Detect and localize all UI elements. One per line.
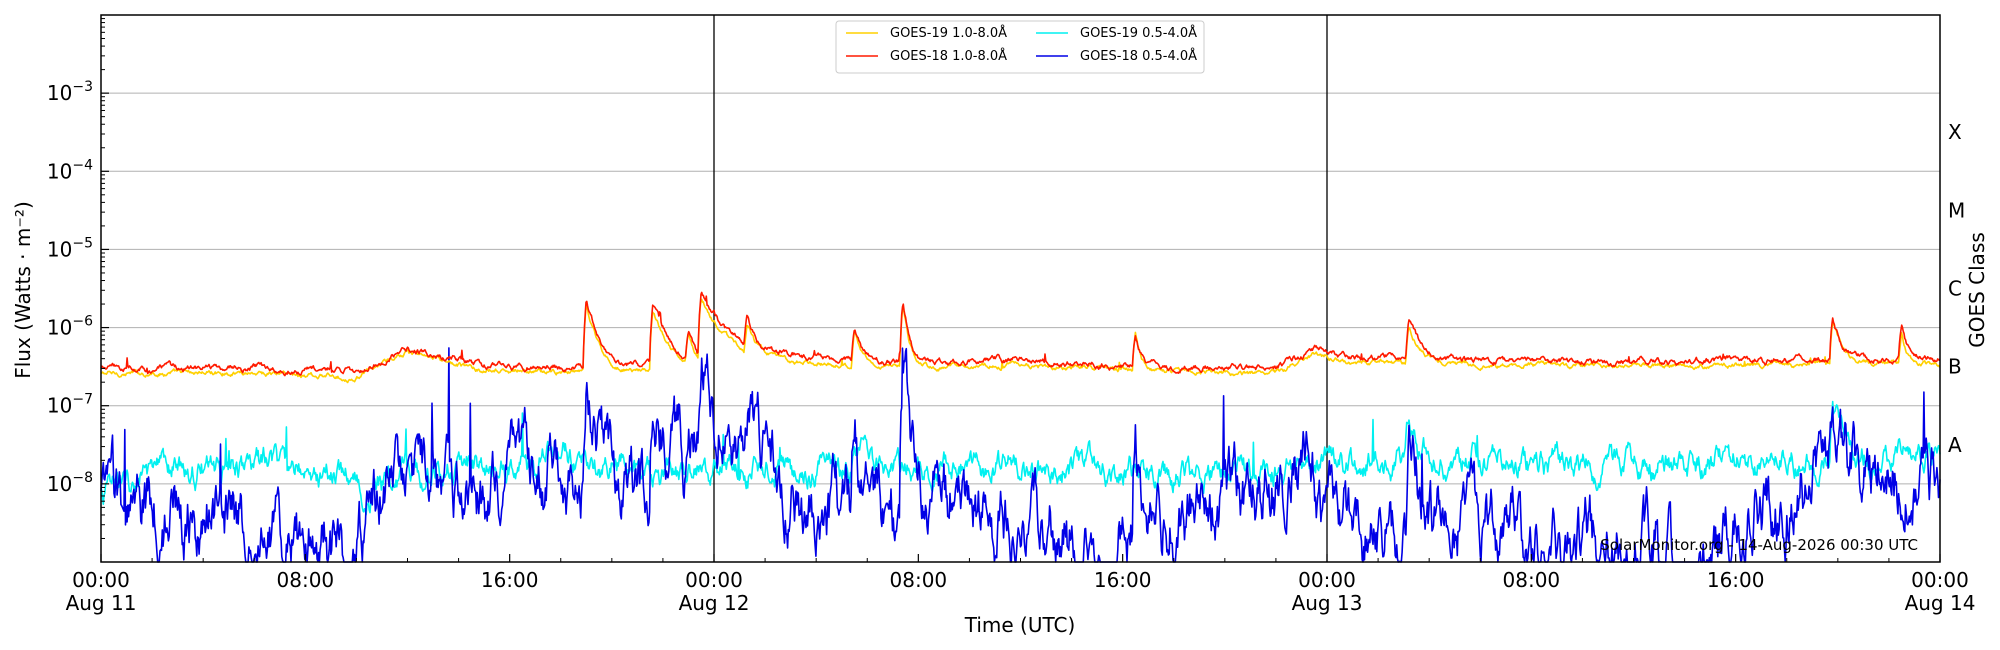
legend-label: GOES-18 1.0-8.0Å [890,48,1007,64]
grid-lines [101,92,1940,485]
y-axis-ticks: 10−8 10−7 10−6 10−5 10−4 10−3 [47,18,109,539]
legend: GOES-19 1.0-8.0Å GOES-18 1.0-8.0Å GOES-19 … [835,20,1205,74]
x-tick-date-label: Aug 11 [66,591,137,615]
x-tick-label: 00:00 [1911,568,1969,592]
legend-label: GOES-19 1.0-8.0Å [890,25,1007,41]
x-tick-date-label: Aug 14 [1905,591,1976,615]
x-tick-label: 00:00 [685,568,743,592]
credit-text: SolarMonitor.org - 14-Aug-2026 00:30 UTC [1600,536,1918,554]
goes-class-label: C [1948,277,1962,301]
y-tick-label: 10−8 [47,470,93,496]
x-tick-label: 08:00 [890,568,948,592]
y-axis-title: Flux (Watts · m⁻²) [11,201,35,379]
x-tick-label: 08:00 [277,568,335,592]
series-line [101,298,1941,384]
x-tick-label: 16:00 [481,568,539,592]
series-line [100,291,1941,377]
y-tick-label: 10−6 [47,314,93,340]
goes-class-label: B [1948,355,1962,379]
x-tick-label: 08:00 [1503,568,1561,592]
series-lines [100,291,1941,563]
y-tick-label: 10−7 [47,392,93,418]
legend-box [835,20,1205,74]
goes-class-label: M [1948,198,1965,222]
goes-class-labels: A B C M X [1948,120,1965,457]
x-tick-label: 00:00 [72,568,130,592]
x-tick-label: 16:00 [1707,568,1765,592]
y2-axis-title: GOES Class [1965,232,1989,348]
y-tick-label: 10−4 [47,157,93,183]
x-tick-label: 00:00 [1298,568,1356,592]
series-line [100,347,1941,563]
day-boundary-lines [713,15,1328,562]
x-tick-date-label: Aug 13 [1292,591,1363,615]
goes-class-label: A [1948,433,1962,457]
goes-class-label: X [1948,120,1962,144]
y-tick-label: 10−5 [47,235,93,261]
x-axis-title: Time (UTC) [964,613,1076,637]
x-tick-date-label: Aug 12 [679,591,750,615]
legend-label: GOES-19 0.5-4.0Å [1080,25,1197,41]
x-tick-label: 16:00 [1094,568,1152,592]
legend-label: GOES-18 0.5-4.0Å [1080,48,1197,64]
y-tick-label: 10−3 [47,79,93,105]
